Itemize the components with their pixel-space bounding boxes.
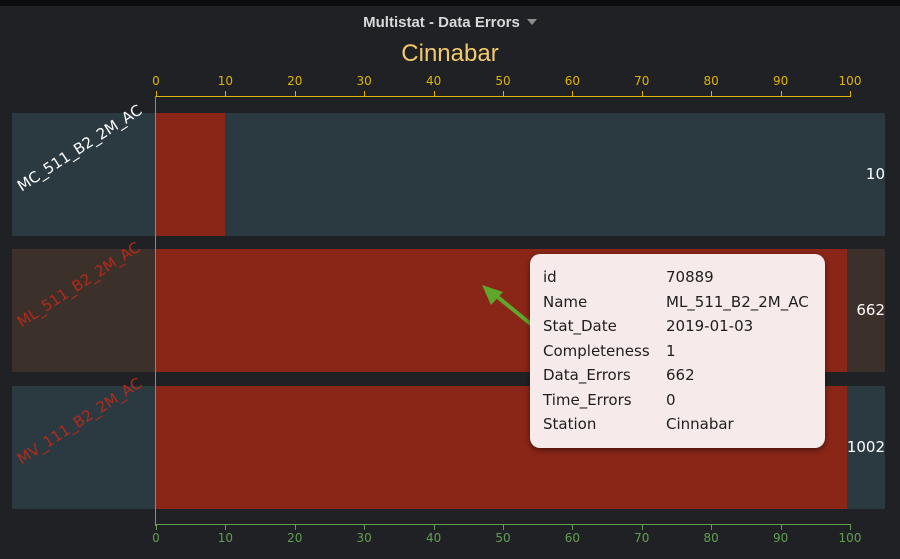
tooltip-value: 0 (666, 390, 676, 409)
top-tick-mark (850, 91, 851, 97)
bottom-tick-label: 100 (838, 531, 862, 545)
bottom-tick-mark (780, 524, 782, 530)
top-tick-mark (572, 91, 574, 97)
chart-title: Cinnabar (401, 40, 499, 67)
tooltip-key: Stat_Date (543, 317, 617, 335)
bottom-tick-mark (156, 524, 157, 530)
tooltip-key: id (543, 268, 557, 286)
top-tick-label: 10 (217, 74, 234, 88)
top-tick-mark (294, 91, 296, 97)
data-tooltip: id 70889 Name ML_511_B2_2M_AC Stat_Date 2019-… (530, 254, 825, 448)
bottom-tick-mark (572, 524, 574, 530)
top-tick-label: 0 (152, 74, 160, 88)
bottom-tick-mark (294, 524, 296, 530)
arrow-shaft (492, 292, 534, 327)
bottom-tick-mark (641, 524, 643, 530)
top-tick-label: 90 (772, 74, 789, 88)
tooltip-value: 1 (666, 341, 676, 360)
row-value: 10 (865, 165, 885, 183)
top-tick-mark (364, 91, 366, 97)
bottom-tick-label: 70 (634, 531, 650, 545)
top-tick-label: 30 (356, 74, 372, 88)
bottom-tick-mark (433, 524, 435, 530)
top-tick-label: 50 (495, 74, 511, 88)
tooltip-value: Cinnabar (666, 415, 734, 433)
bottom-tick-label: 60 (564, 531, 581, 545)
bottom-tick-label: 40 (425, 531, 442, 545)
top-tick-label: 40 (425, 74, 442, 88)
tooltip-value: 2019-01-03 (666, 317, 754, 335)
top-tick-mark (433, 91, 435, 97)
tooltip-key: Station (543, 415, 597, 433)
bottom-tick-label: 80 (703, 531, 719, 545)
top-tick-mark (156, 91, 157, 97)
tooltip-key: Data_Errors (543, 366, 631, 384)
bottom-tick-label: 10 (217, 531, 234, 545)
bottom-tick-label: 0 (152, 531, 160, 545)
bottom-tick-mark (225, 524, 227, 530)
bottom-tick-label: 50 (495, 531, 511, 545)
top-tick-mark (780, 91, 782, 97)
top-tick-label: 70 (634, 74, 650, 88)
top-tick-label: 60 (564, 74, 581, 88)
top-tick-mark (225, 91, 227, 97)
bottom-tick-label: 30 (356, 531, 372, 545)
tooltip-key: Completeness (543, 341, 650, 360)
bottom-tick-mark (711, 524, 713, 530)
top-tick-mark (641, 91, 643, 97)
top-tick-mark (503, 91, 504, 97)
bottom-tick-mark (503, 524, 504, 530)
tooltip-value: 662 (666, 366, 695, 384)
arrow-head (482, 285, 503, 305)
bottom-tick-mark (850, 524, 851, 530)
row-value: 662 (856, 301, 885, 319)
top-tick-label: 100 (838, 74, 862, 88)
top-tick-label: 80 (703, 74, 719, 88)
bottom-tick-label: 90 (772, 531, 789, 545)
tooltip-value: 70889 (666, 268, 714, 286)
top-tick-mark (711, 91, 713, 97)
bottom-tick-label: 20 (287, 531, 303, 545)
row-value: 1002 (846, 438, 885, 456)
tooltip-value: ML_511_B2_2M_AC (666, 292, 809, 311)
chevron-down-icon[interactable] (526, 19, 537, 25)
top-strip (0, 0, 900, 6)
top-tick-label: 20 (287, 74, 303, 88)
bar-fill[interactable] (156, 113, 225, 236)
bottom-tick-mark (364, 524, 366, 530)
tooltip-key: Name (543, 292, 588, 311)
zero-line (155, 96, 156, 526)
panel-title-text: Multistat - Data Errors (363, 14, 520, 31)
tooltip-key: Time_Errors (543, 390, 632, 409)
panel-title-menu[interactable]: Multistat - Data Errors (0, 14, 900, 31)
